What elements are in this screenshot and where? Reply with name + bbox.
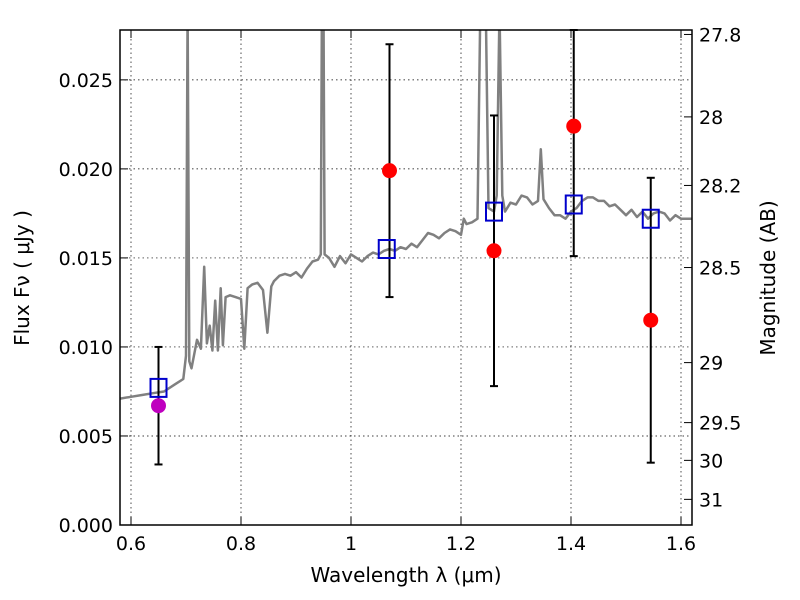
y-tick-label: 0.015 bbox=[59, 248, 113, 270]
right-tick-label: 27.8 bbox=[699, 24, 741, 46]
observed-point bbox=[151, 398, 166, 414]
model-point bbox=[485, 201, 503, 222]
x-tick-label: 1.2 bbox=[446, 533, 476, 555]
x-tick-label: 1.4 bbox=[556, 533, 586, 555]
x-tick-label: 0.6 bbox=[116, 533, 146, 555]
right-tick-label: 29.5 bbox=[699, 413, 741, 435]
model-point bbox=[149, 377, 168, 398]
y-tick-label: 0.025 bbox=[59, 70, 113, 92]
y-axis-label: Flux Fν ( μJy ) bbox=[10, 210, 34, 346]
observed-point bbox=[643, 312, 659, 328]
observed-point bbox=[486, 243, 502, 259]
y-tick-label: 0.000 bbox=[59, 515, 113, 537]
right-tick-label: 28.2 bbox=[699, 175, 741, 197]
y-tick-label: 0.010 bbox=[59, 337, 113, 359]
y-tick-label: 0.005 bbox=[59, 426, 113, 448]
plot-frame bbox=[119, 29, 693, 526]
x-tick-label: 0.8 bbox=[226, 533, 256, 555]
model-point bbox=[377, 239, 396, 260]
model-point bbox=[641, 208, 660, 229]
axes: 0.6 0.8 1 1.2 1.4 1.6 0.000 0.005 0.010 0.015 0.02… bbox=[59, 24, 742, 555]
observed-point bbox=[382, 163, 397, 179]
right-tick-label: 28.5 bbox=[699, 258, 741, 280]
x-tick-label: 1 bbox=[345, 533, 357, 555]
right-tick-label: 30 bbox=[699, 450, 723, 472]
y-axis-label-right: Magnitude (AB) bbox=[756, 200, 780, 355]
right-tick-label: 28 bbox=[699, 107, 723, 129]
right-tick-label: 31 bbox=[699, 489, 723, 511]
x-axis-label: Wavelength λ (μm) bbox=[310, 563, 501, 587]
observed-point bbox=[566, 118, 582, 134]
x-tick-label: 1.6 bbox=[666, 533, 696, 555]
model-point bbox=[564, 194, 583, 215]
grid bbox=[120, 30, 692, 526]
y-tick-label: 0.020 bbox=[59, 159, 113, 181]
right-tick-label: 29 bbox=[699, 353, 723, 375]
markers bbox=[149, 118, 660, 414]
